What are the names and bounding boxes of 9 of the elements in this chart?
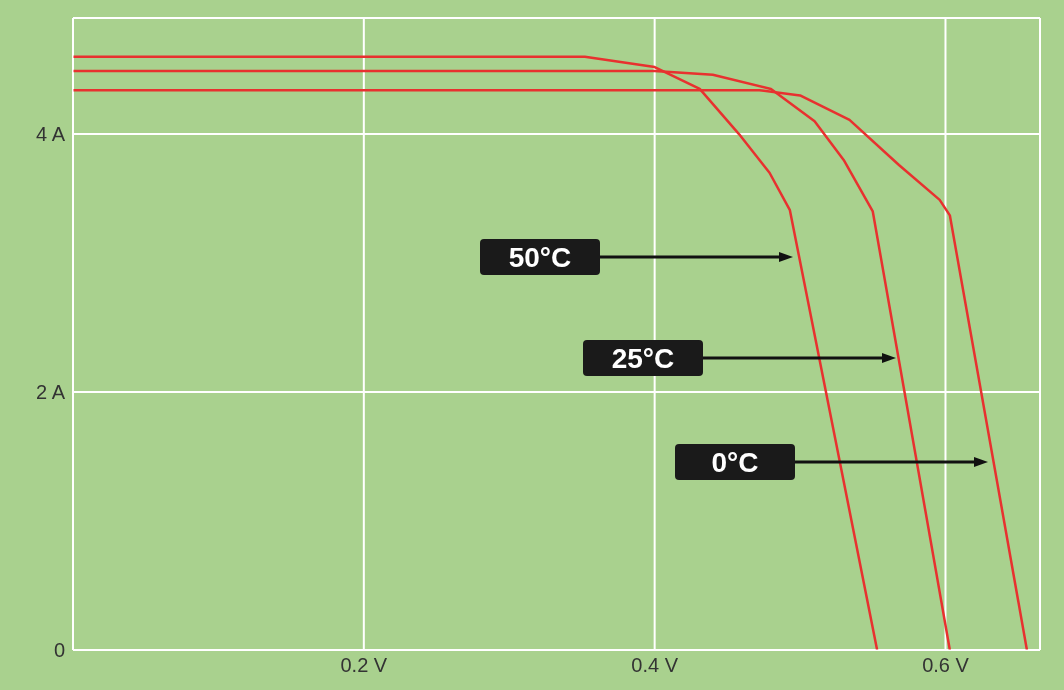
y-tick-label: 4 A	[36, 123, 66, 146]
annotation: 25°C	[611, 342, 675, 374]
x-tick-label: 0.6 V	[922, 654, 970, 677]
y-tick-label: 2 A	[36, 381, 66, 404]
annotation: 50°C	[508, 241, 572, 273]
x-tick-label: 0.2 V	[340, 654, 388, 677]
x-tick-label: 0.4 V	[631, 654, 679, 677]
y-tick-label: 0	[53, 639, 65, 662]
annotation: 0°C	[711, 446, 759, 478]
